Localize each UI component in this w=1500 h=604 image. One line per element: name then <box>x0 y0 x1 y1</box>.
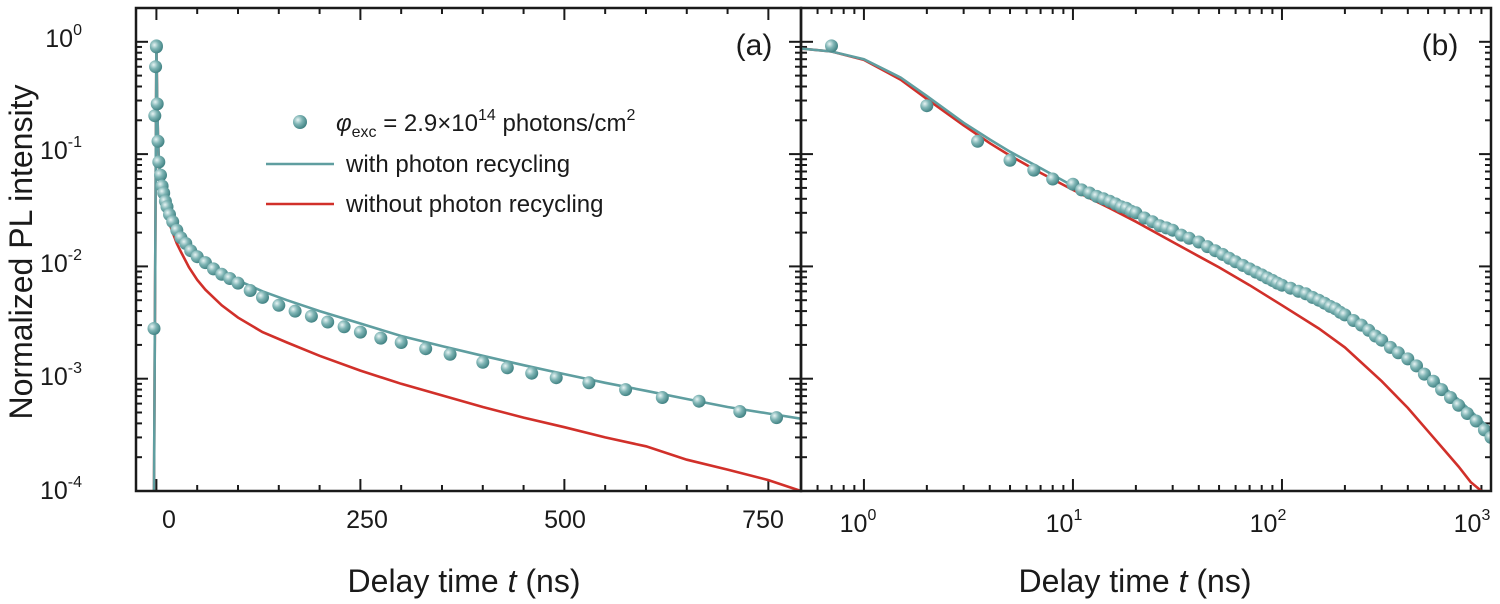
y-tick-label: 10-4 <box>40 474 82 505</box>
data-point <box>825 39 838 53</box>
y-tick-label: 10-3 <box>40 360 82 391</box>
data-point <box>148 109 162 123</box>
data-point <box>243 284 257 297</box>
legend-without-recycling-label: without photon recycling <box>345 191 603 218</box>
data-point <box>582 376 596 390</box>
legend-marker-label: φexc = 2.9×1014 photons/cm2 <box>336 107 636 141</box>
data-point <box>1391 346 1405 360</box>
data-point <box>151 134 165 148</box>
x-tick-label: 500 <box>544 506 586 534</box>
panel-a-x-axis-title: Delay time t (ns) <box>348 563 581 599</box>
data-point <box>443 347 457 361</box>
legend: φexc = 2.9×1014 photons/cm2 with photon … <box>266 107 636 218</box>
data-point <box>1003 153 1017 167</box>
panel-a-ticks <box>136 8 801 492</box>
data-point <box>1469 414 1483 428</box>
data-point <box>353 325 367 339</box>
data-point <box>149 40 163 54</box>
data-point <box>619 383 633 397</box>
panel-b-x-tick-labels: 100 101 102 103 <box>840 507 1491 538</box>
data-point <box>1460 407 1474 420</box>
data-point <box>1484 430 1491 444</box>
panel-a: (a) 0 250 500 750 Delay time t (ns) φexc… <box>134 6 803 599</box>
data-point <box>1417 367 1431 381</box>
panel-b-without-recycling-line <box>801 47 1483 491</box>
y-tick-label: 100 <box>45 22 82 53</box>
data-point <box>288 304 302 318</box>
data-point <box>1410 359 1423 373</box>
x-tick-label: 100 <box>840 507 877 538</box>
x-tick-label: 102 <box>1250 507 1287 538</box>
x-tick-label: 750 <box>742 506 784 534</box>
x-tick-label: 250 <box>346 506 388 534</box>
data-point <box>419 342 433 356</box>
data-point <box>1027 163 1041 177</box>
data-point <box>149 60 163 74</box>
data-point <box>150 97 164 111</box>
data-point <box>394 336 408 349</box>
data-point <box>770 411 783 425</box>
data-point <box>1444 391 1457 404</box>
panel-b-label: (b) <box>1422 29 1459 62</box>
data-point <box>920 99 934 113</box>
data-point <box>321 315 335 329</box>
data-point <box>374 331 388 345</box>
y-axis-title: Normalized PL intensity <box>3 85 39 420</box>
data-point <box>971 134 985 148</box>
data-point <box>272 298 286 312</box>
data-point <box>1046 172 1060 186</box>
data-point <box>337 320 351 334</box>
data-point <box>1401 352 1415 366</box>
panel-a-frame <box>134 6 803 493</box>
y-tick-labels: 100 10-1 10-2 10-3 10-4 <box>40 22 82 505</box>
panel-b-with-recycling-line <box>801 47 1491 431</box>
panel-b-data-points <box>825 39 1491 444</box>
legend-with-recycling-label: with photon recycling <box>345 151 570 178</box>
y-tick-label: 10-2 <box>40 247 82 278</box>
x-tick-label: 101 <box>1046 507 1083 538</box>
data-point <box>1375 333 1389 347</box>
data-point <box>1435 383 1449 397</box>
data-point <box>231 276 245 290</box>
x-tick-label: 103 <box>1454 507 1491 538</box>
data-point <box>1452 398 1466 412</box>
data-point <box>733 405 747 418</box>
data-point <box>154 168 167 182</box>
data-point <box>476 355 490 369</box>
data-point <box>692 394 706 408</box>
data-point <box>304 309 318 323</box>
data-point <box>525 366 539 380</box>
panel-a-data-points <box>147 39 783 425</box>
panel-b-x-axis-title: Delay time t (ns) <box>1019 563 1252 599</box>
data-point <box>549 371 563 385</box>
data-point <box>1426 374 1440 388</box>
panel-b-frame <box>799 6 1493 493</box>
data-point <box>147 322 161 335</box>
panel-a-label: (a) <box>736 29 773 62</box>
y-tick-label: 10-1 <box>40 134 82 165</box>
x-tick-label: 0 <box>162 506 176 534</box>
data-point <box>256 290 269 304</box>
panel-a-x-tick-labels: 0 250 500 750 <box>162 506 784 534</box>
data-point <box>655 391 669 404</box>
data-point <box>152 155 166 169</box>
data-point <box>500 361 514 375</box>
legend-marker-dot <box>293 115 307 129</box>
panel-b: (b) 100 101 102 103 Delay time t (ns) <box>799 6 1493 599</box>
